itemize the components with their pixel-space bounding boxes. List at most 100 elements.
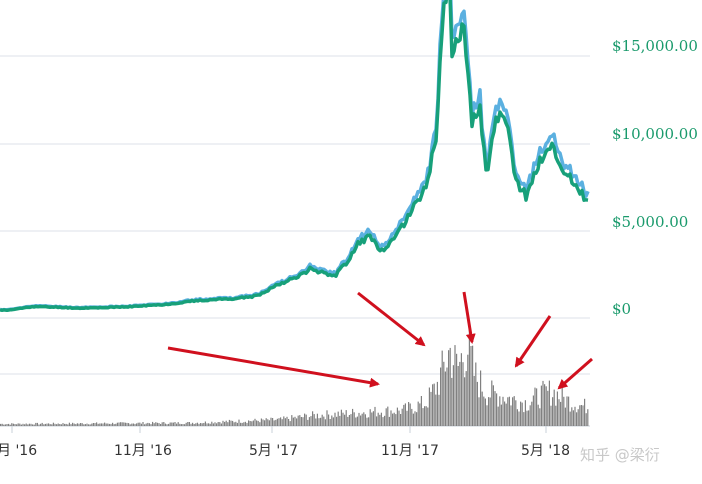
- volume-bar: [46, 423, 48, 426]
- watermark: 知乎 @梁衍: [580, 446, 660, 464]
- volume-bar: [176, 423, 178, 426]
- volume-bar: [161, 422, 163, 426]
- volume-bar: [323, 416, 325, 426]
- volume-bar: [342, 412, 344, 426]
- volume-bar: [182, 424, 184, 426]
- volume-bar: [107, 423, 109, 426]
- volume-bar: [574, 406, 576, 426]
- volume-bar: [577, 409, 579, 426]
- x-tick-label: 11月 '16: [114, 443, 172, 459]
- volume-bar: [524, 400, 526, 426]
- volume-bar: [312, 411, 314, 426]
- volume-bar: [89, 424, 91, 426]
- y-axis-ticks: $15,000.00 $10,000.00 $5,000.00 $0: [612, 37, 698, 318]
- volume-bar: [560, 401, 562, 426]
- volume-bar: [436, 381, 438, 426]
- volume-bar: [360, 415, 362, 426]
- volume-bar: [510, 405, 512, 426]
- volume-bar: [433, 383, 435, 426]
- volume-bar: [579, 405, 581, 426]
- volume-bar: [1, 423, 3, 426]
- volume-bar: [564, 407, 566, 426]
- volume-bar: [9, 424, 11, 426]
- volume-bar: [452, 365, 454, 426]
- volume-bar: [171, 422, 173, 426]
- volume-bar: [75, 424, 77, 426]
- volume-bar: [545, 386, 547, 426]
- volume-bar: [232, 420, 234, 426]
- volume-bar: [24, 424, 26, 426]
- volume-bar: [348, 415, 350, 426]
- volume-bar: [556, 391, 558, 426]
- volume-bar: [307, 419, 309, 426]
- x-axis-ticks: 月 '16 11月 '16 5月 '17 11月 '17 5月 '18: [0, 443, 570, 459]
- volume-bar: [251, 421, 253, 426]
- volume-bar: [542, 380, 544, 426]
- volume-bar: [142, 422, 144, 426]
- volume-bar: [358, 412, 360, 426]
- volume-bar: [491, 380, 493, 426]
- volume-bar: [526, 410, 528, 426]
- volume-bar: [168, 423, 170, 426]
- x-tick-label: 5月 '17: [249, 443, 298, 459]
- volume-bar: [484, 398, 486, 426]
- volume-bar: [294, 416, 296, 426]
- volume-bar: [206, 423, 208, 426]
- volume-bar: [38, 424, 40, 426]
- volume-bar: [166, 424, 168, 426]
- volume-bar: [185, 422, 187, 426]
- volume-bar: [257, 420, 259, 426]
- volume-bar: [539, 408, 541, 426]
- volume-bar: [409, 403, 411, 426]
- volume-bar: [116, 422, 118, 426]
- volume-bar: [153, 423, 155, 426]
- volume-bar: [502, 396, 504, 426]
- x-tick-label: 5月 '18: [521, 443, 570, 459]
- volume-bar: [412, 413, 414, 426]
- volume-bar: [268, 420, 270, 426]
- volume-bar: [521, 402, 523, 426]
- volume-bar: [160, 424, 162, 426]
- x-axis-tick-marks: [11, 426, 547, 433]
- volume-bar: [395, 414, 397, 426]
- volume-bar: [211, 421, 213, 426]
- volume-bar: [67, 424, 69, 426]
- volume-bar: [148, 423, 150, 426]
- volume-bar: [401, 408, 403, 426]
- volume-bar: [408, 402, 410, 426]
- volume-bar: [260, 418, 262, 426]
- volume-bar: [203, 423, 205, 426]
- volume-bar: [352, 408, 354, 426]
- volume-bar: [137, 422, 139, 426]
- volume-bar: [272, 418, 274, 426]
- volume-bar: [507, 397, 509, 426]
- red-arrow-3: [462, 291, 476, 344]
- volume-bar: [16, 424, 18, 426]
- volume-bar: [363, 412, 365, 426]
- volume-bar: [246, 422, 248, 426]
- volume-bar: [372, 411, 374, 426]
- volume-bar: [478, 397, 480, 426]
- volume-bar: [152, 421, 154, 426]
- volume-bar: [113, 424, 115, 426]
- volume-bar: [195, 423, 197, 426]
- volume-bar: [576, 412, 578, 426]
- volume-bar: [392, 413, 394, 426]
- volume-bar: [448, 350, 450, 426]
- price-high-line: [0, 0, 590, 312]
- volume-bar: [131, 423, 133, 426]
- volume-bar: [571, 407, 573, 426]
- volume-bar: [60, 424, 62, 426]
- volume-bar: [6, 424, 8, 426]
- volume-bar: [396, 407, 398, 426]
- volume-bar: [32, 424, 34, 426]
- volume-bar: [72, 422, 74, 426]
- volume-bar: [529, 405, 531, 426]
- volume-bar: [585, 413, 587, 426]
- volume-bar: [308, 417, 310, 426]
- volume-bar: [40, 423, 42, 426]
- annotation-arrows: [167, 291, 593, 390]
- volume-bar: [86, 423, 88, 426]
- volume-bar: [219, 422, 221, 426]
